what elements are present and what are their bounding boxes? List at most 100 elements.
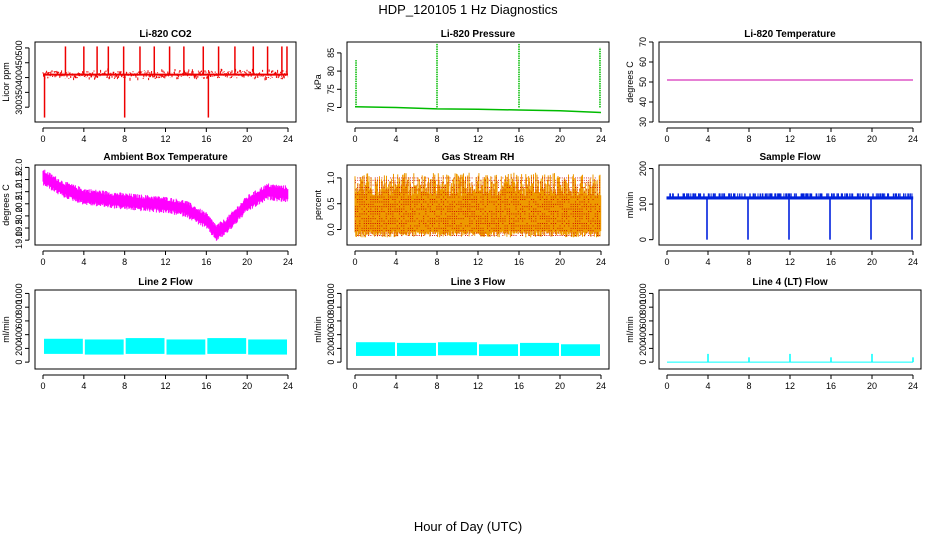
y-axis-label: ml/min <box>625 192 635 219</box>
panel-title: Line 3 Flow <box>451 277 506 288</box>
x-tick-label: 8 <box>746 257 751 267</box>
x-tick-label: 20 <box>242 381 252 391</box>
x-tick-label: 20 <box>867 257 877 267</box>
plot-frame <box>346 41 610 123</box>
y-tick-label: 600 <box>14 313 24 328</box>
panel-box_temp: Ambient Box Temperature 0 4 8 12 16 20 24 19.019… <box>1 152 297 267</box>
y-tick-label: 20.5 <box>14 195 24 213</box>
x-tick-label: 8 <box>434 134 439 144</box>
x-tick-label: 4 <box>81 257 86 267</box>
y-tick-label: 400 <box>638 327 648 342</box>
line3-segment <box>356 342 395 356</box>
plot-frame <box>34 164 297 246</box>
panel-title: Line 2 Flow <box>138 277 193 288</box>
plot-frame <box>658 41 922 123</box>
panel-title: Li-820 Temperature <box>744 29 836 40</box>
y-tick-label: 1000 <box>638 283 648 303</box>
x-tick-label: 0 <box>40 134 45 144</box>
x-tick-label: 0 <box>664 381 669 391</box>
y-axis-label: Licor ppm <box>1 62 11 102</box>
x-tick-label: 12 <box>160 257 170 267</box>
x-tick-label: 8 <box>746 134 751 144</box>
y-tick-label: 80 <box>326 66 336 76</box>
x-tick-label: 20 <box>242 257 252 267</box>
y-tick-label: 600 <box>326 313 336 328</box>
line2-segment <box>125 338 165 354</box>
x-tick-label: 0 <box>352 257 357 267</box>
panel-title: Li-820 CO2 <box>139 29 192 40</box>
y-tick-label: 1.0 <box>326 172 336 185</box>
x-tick-label: 12 <box>785 257 795 267</box>
series-co2 <box>42 46 289 118</box>
line2-segment <box>84 339 124 355</box>
y-tick-label: 22.0 <box>14 159 24 177</box>
pressure-line <box>354 105 602 114</box>
y-axis-label: kPa <box>313 74 323 90</box>
x-tick-label: 8 <box>122 257 127 267</box>
x-tick-label: 12 <box>473 257 483 267</box>
x-tick-label: 24 <box>908 381 918 391</box>
x-tick-label: 4 <box>81 381 86 391</box>
x-tick-label: 16 <box>514 134 524 144</box>
y-tick-label: 200 <box>638 341 648 356</box>
panel-title: Sample Flow <box>759 152 820 163</box>
line3-segment <box>397 342 436 356</box>
y-axis-label: ml/min <box>625 316 635 343</box>
panel-co2: Li-820 CO2 0 4 8 12 16 20 24 300350400450500Lico… <box>1 29 297 144</box>
y-tick-label: 30 <box>638 117 648 127</box>
y-tick-label: 1000 <box>326 283 336 303</box>
panel-line4: Line 4 (LT) Flow 0 4 8 12 16 20 24 0 200400600800… <box>625 277 922 391</box>
y-axis-label: degrees C <box>1 184 11 226</box>
x-tick-label: 20 <box>555 257 565 267</box>
y-tick-label: 0 <box>638 360 648 365</box>
y-tick-label: 800 <box>638 300 648 315</box>
plot-frame <box>34 41 297 123</box>
series-sample_flow <box>666 193 914 240</box>
y-tick-label: 300 <box>14 100 24 115</box>
panel-title: Li-820 Pressure <box>441 29 516 40</box>
line2-segment <box>207 338 247 354</box>
y-tick-label: 21.0 <box>14 183 24 201</box>
y-tick-label: 75 <box>326 84 336 94</box>
y-tick-label: 400 <box>14 70 24 85</box>
x-tick-label: 8 <box>434 381 439 391</box>
panel-sample_flow: Sample Flow 0 4 8 12 16 20 24 0 100 200 ml/min <box>625 152 922 267</box>
x-tick-label: 8 <box>122 134 127 144</box>
x-tick-label: 16 <box>514 257 524 267</box>
rh-band <box>354 172 602 238</box>
y-tick-label: 50 <box>638 77 648 87</box>
y-tick-label: 800 <box>326 300 336 315</box>
y-tick-label: 70 <box>326 102 336 112</box>
y-tick-label: 0.5 <box>326 197 336 210</box>
x-tick-label: 0 <box>664 134 669 144</box>
series-line2 <box>44 338 287 355</box>
y-tick-label: 100 <box>638 197 648 212</box>
x-tick-label: 4 <box>705 381 710 391</box>
y-tick-label: 20.0 <box>14 207 24 225</box>
y-tick-label: 40 <box>638 97 648 107</box>
y-tick-label: 0 <box>14 360 24 365</box>
x-tick-label: 0 <box>40 381 45 391</box>
x-tick-label: 12 <box>473 381 483 391</box>
y-tick-label: 0 <box>638 237 648 242</box>
y-tick-label: 200 <box>14 341 24 356</box>
rh-dots <box>355 177 601 236</box>
plot-frame <box>346 164 610 246</box>
y-tick-label: 200 <box>326 341 336 356</box>
line2-segment <box>166 339 206 355</box>
x-tick-label: 24 <box>596 381 606 391</box>
y-axis-label: degrees C <box>625 61 635 103</box>
series-line4 <box>667 353 914 363</box>
y-tick-label: 500 <box>14 40 24 55</box>
x-tick-label: 16 <box>201 257 211 267</box>
y-tick-label: 400 <box>14 327 24 342</box>
x-tick-label: 0 <box>352 134 357 144</box>
x-tick-label: 12 <box>160 381 170 391</box>
x-tick-label: 16 <box>201 134 211 144</box>
x-tick-label: 16 <box>514 381 524 391</box>
x-tick-label: 20 <box>867 381 877 391</box>
y-tick-label: 21.5 <box>14 171 24 189</box>
x-tick-label: 0 <box>40 257 45 267</box>
